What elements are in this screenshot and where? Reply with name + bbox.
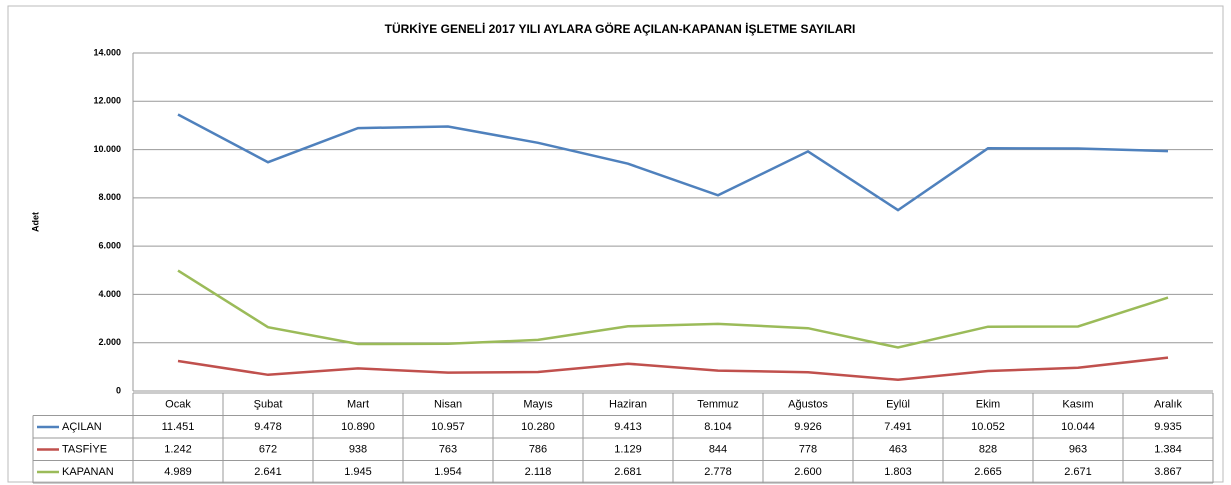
table-value: 10.890 [341,421,375,433]
y-tick-label: 2.000 [98,337,121,347]
y-tick-label: 8.000 [98,192,121,202]
chart-title: TÜRKİYE GENELİ 2017 YILI AYLARA GÖRE AÇI… [385,21,856,36]
table-value: 963 [1069,443,1087,455]
chart-border [7,5,1224,483]
table-value: 938 [349,443,367,455]
table-value: 2.665 [974,466,1002,478]
x-tick-label: Nisan [434,398,462,410]
table-value: 1.954 [434,466,462,478]
table-value: 9.926 [794,421,822,433]
y-tick-label: 0 [116,385,121,395]
legend-label: KAPANAN [62,466,114,478]
table-value: 10.957 [431,421,465,433]
table-value: 763 [439,443,457,455]
table-value: 778 [799,443,817,455]
data-line [177,113,1169,212]
table-value: 9.413 [614,421,642,433]
y-tick-label: 4.000 [98,289,121,299]
x-tick-label: Eylül [886,398,910,410]
table-value: 9.935 [1154,421,1182,433]
x-tick-label: Haziran [609,398,647,410]
table-value: 2.681 [614,466,642,478]
table-value: 1.384 [1154,443,1182,455]
data-line [177,356,1169,382]
table-value: 10.044 [1061,421,1095,433]
table-value: 7.491 [884,421,912,433]
y-tick-label: 10.000 [93,144,121,154]
x-tick-label: Temmuz [697,398,739,410]
x-tick-label: Şubat [254,398,283,410]
y-tick-label: 14.000 [93,47,121,57]
table-value: 9.478 [254,421,282,433]
y-tick-label: 12.000 [93,96,121,106]
table-value: 672 [259,443,277,455]
x-tick-label: Ağustos [788,398,828,410]
y-tick-label: 6.000 [98,241,121,251]
table-value: 1.803 [884,466,912,478]
x-tick-label: Ocak [165,398,191,410]
table-value: 8.104 [704,421,732,433]
table-value: 2.671 [1064,466,1092,478]
y-axis-label: Adet [30,212,40,232]
table-value: 1.242 [164,443,192,455]
table-value: 2.778 [704,466,732,478]
table-value: 463 [889,443,907,455]
table-value: 3.867 [1154,466,1182,478]
x-tick-label: Aralık [1154,398,1183,410]
table-value: 2.600 [794,466,822,478]
x-tick-label: Mart [347,398,369,410]
table-value: 11.451 [162,421,195,433]
legend-label: AÇILAN [62,421,102,433]
legend-label: TASFİYE [62,442,107,455]
table-value: 4.989 [164,466,192,478]
table-value: 1.129 [614,443,642,455]
x-tick-label: Kasım [1062,398,1093,410]
table-value: 786 [529,443,547,455]
table-value: 844 [709,443,727,455]
x-tick-label: Mayıs [523,398,553,410]
table-value: 2.118 [525,466,552,478]
x-tick-label: Ekim [976,398,1000,410]
data-line [177,269,1169,349]
table-value: 10.280 [521,421,555,433]
table-value: 10.052 [971,421,1005,433]
table-value: 828 [979,443,997,455]
table-value: 1.945 [344,466,372,478]
table-value: 2.641 [254,466,282,478]
